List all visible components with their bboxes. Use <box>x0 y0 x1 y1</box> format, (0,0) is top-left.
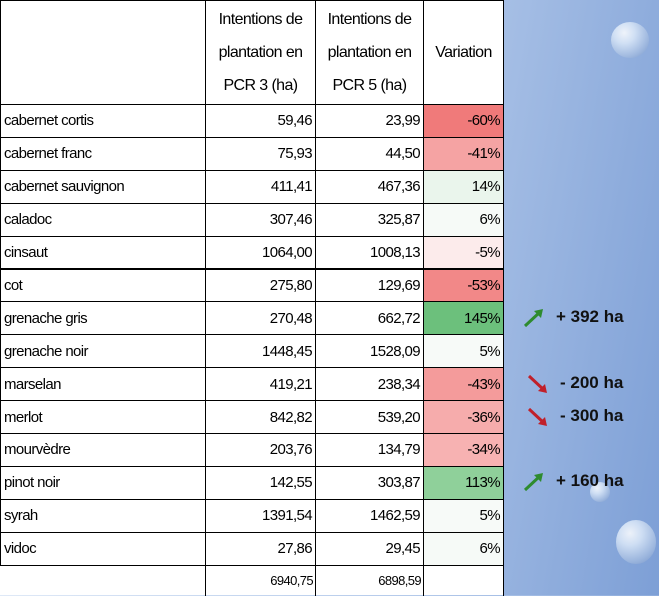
variety-name: pinot noir <box>0 465 206 500</box>
pcr3-value: 419,21 <box>205 367 316 402</box>
variety-name: cot <box>0 268 206 303</box>
total-pcr3: 6940,75 <box>205 564 316 596</box>
variation-value: -41% <box>423 136 504 171</box>
pcr5-value: 539,20 <box>315 400 424 434</box>
annotation-text: - 200 ha <box>560 372 624 392</box>
water-drop <box>616 520 656 564</box>
header-line: plantation en <box>327 44 412 61</box>
variation-value: -34% <box>423 433 504 467</box>
total-label <box>0 565 206 596</box>
total-variation <box>423 564 504 596</box>
variation-value: 5% <box>423 498 504 533</box>
pcr5-value: 303,87 <box>315 465 424 500</box>
annotation-text: + 160 ha <box>556 471 624 491</box>
variation-value: -5% <box>423 235 504 270</box>
pcr5-value: 325,87 <box>315 202 424 237</box>
pcr5-value: 1528,09 <box>315 334 424 369</box>
variation-value: 113% <box>423 465 504 500</box>
total-pcr5: 6898,59 <box>315 564 424 596</box>
variation-value: -60% <box>423 104 504 138</box>
variety-name: grenache noir <box>0 334 206 369</box>
pcr5-value: 238,34 <box>315 367 424 402</box>
arrow-down <box>527 407 547 426</box>
pcr5-value: 662,72 <box>315 301 424 336</box>
pcr3-value: 142,55 <box>205 465 316 500</box>
variety-name: cabernet franc <box>0 136 206 171</box>
pcr3-value: 307,46 <box>205 202 316 237</box>
pcr5-value: 467,36 <box>315 169 424 204</box>
variety-name: merlot <box>0 400 206 434</box>
header-cell: Variation <box>423 0 504 105</box>
header-line: PCR 5 (ha) <box>332 77 407 94</box>
pcr5-value: 29,45 <box>315 531 424 566</box>
water-drop <box>590 482 610 502</box>
header-cell: Intentions de plantation en PCR 5 (ha) <box>315 0 424 105</box>
header-line: Intentions de <box>327 11 412 28</box>
water-drop <box>611 22 649 58</box>
variety-name: vidoc <box>0 531 206 566</box>
header-line: Intentions de <box>218 11 303 28</box>
variety-name: syrah <box>0 498 206 533</box>
arrow-down <box>527 374 547 393</box>
pcr5-value: 44,50 <box>315 136 424 171</box>
variety-name: cinsaut <box>0 235 206 270</box>
header-line: plantation en <box>218 44 303 61</box>
pcr3-value: 1391,54 <box>205 498 316 533</box>
variation-value: 145% <box>423 301 504 336</box>
variation-value: -43% <box>423 367 504 402</box>
annotation-text: - 300 ha <box>560 405 624 425</box>
variety-name: cabernet sauvignon <box>0 169 206 204</box>
header-line: Variation <box>435 44 492 61</box>
pcr3-value: 842,82 <box>205 400 316 434</box>
pcr3-value: 275,80 <box>205 268 316 303</box>
pcr3-value: 270,48 <box>205 301 316 336</box>
header-line: PCR 3 (ha) <box>223 77 298 94</box>
variety-name: marselan <box>0 367 206 402</box>
variety-name: caladoc <box>0 202 206 237</box>
variation-value: -36% <box>423 400 504 434</box>
pcr3-value: 203,76 <box>205 433 316 467</box>
pcr3-value: 75,93 <box>205 136 316 171</box>
pcr5-value: 23,99 <box>315 104 424 138</box>
arrow-up <box>523 473 543 492</box>
pcr5-value: 134,79 <box>315 433 424 467</box>
table: Intentions de plantation en PCR 3 (ha) Inte… <box>0 0 504 596</box>
variety-name: mourvèdre <box>0 433 206 467</box>
header-cell: Intentions de plantation en PCR 3 (ha) <box>205 0 316 105</box>
pcr3-value: 59,46 <box>205 104 316 138</box>
pcr5-value: 1008,13 <box>315 235 424 270</box>
variety-name: cabernet cortis <box>0 104 206 138</box>
pcr5-value: 1462,59 <box>315 498 424 533</box>
pcr3-value: 411,41 <box>205 169 316 204</box>
variation-value: 14% <box>423 169 504 204</box>
header-cell <box>0 0 206 105</box>
variation-value: 5% <box>423 334 504 369</box>
pcr3-value: 1448,45 <box>205 334 316 369</box>
arrow-up <box>523 308 543 327</box>
pcr3-value: 1064,00 <box>205 235 316 270</box>
variation-value: -53% <box>423 268 504 303</box>
pcr3-value: 27,86 <box>205 531 316 566</box>
pcr5-value: 129,69 <box>315 268 424 303</box>
variation-value: 6% <box>423 202 504 237</box>
variation-value: 6% <box>423 531 504 566</box>
annotation-text: + 392 ha <box>556 306 624 326</box>
variety-name: grenache gris <box>0 301 206 336</box>
